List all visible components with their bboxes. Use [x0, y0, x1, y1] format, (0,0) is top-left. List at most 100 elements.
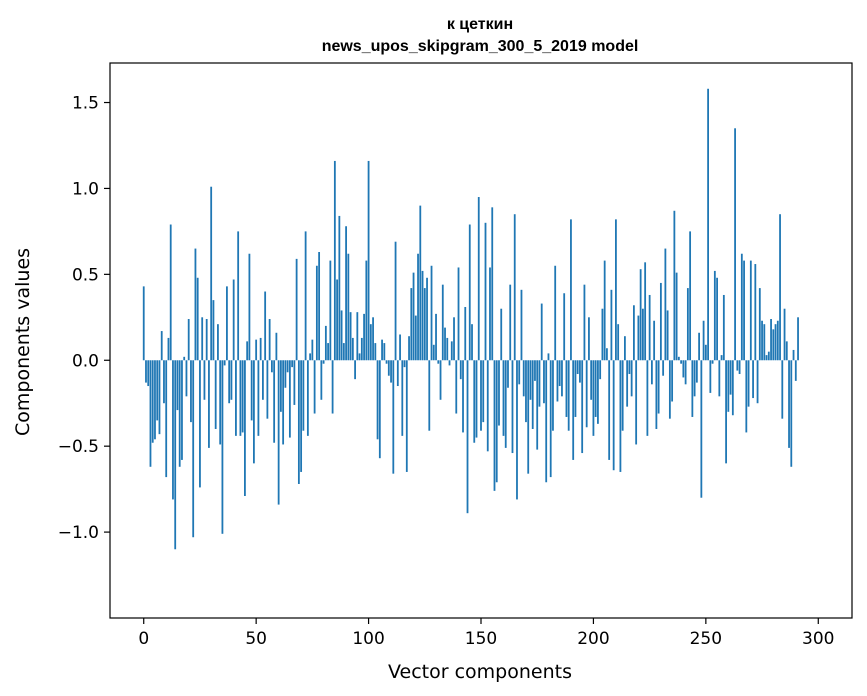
bar: [466, 360, 469, 514]
bar: [185, 360, 188, 397]
bar: [747, 360, 750, 407]
bar: [190, 360, 192, 423]
bar: [507, 360, 509, 388]
bar: [610, 289, 613, 361]
bar: [693, 360, 696, 397]
bar: [527, 360, 530, 474]
bar: [673, 210, 676, 361]
bar: [518, 360, 521, 385]
bar: [270, 360, 273, 373]
bar: [363, 313, 365, 361]
bar: [713, 270, 716, 361]
bar: [282, 360, 285, 445]
bar: [378, 360, 381, 459]
bar: [210, 186, 213, 361]
bar: [246, 341, 249, 361]
bar: [311, 339, 314, 361]
bar: [498, 360, 500, 426]
bar: [624, 336, 626, 361]
bar: [659, 282, 662, 361]
bar: [583, 284, 586, 361]
bar: [172, 360, 174, 500]
bar: [752, 360, 754, 399]
bar: [372, 317, 374, 361]
bar: [401, 360, 404, 436]
bar: [158, 360, 161, 435]
y-tick-label: 0.0: [72, 351, 99, 371]
bar: [428, 360, 431, 431]
bar: [277, 360, 280, 505]
bar: [756, 360, 759, 404]
x-tick-label: 50: [245, 629, 267, 649]
bar: [558, 360, 561, 387]
x-tick-label: 0: [138, 629, 149, 649]
bar: [457, 267, 460, 361]
y-axis-label: Components values: [12, 248, 34, 436]
bar: [417, 253, 419, 361]
x-axis-label: Vector components: [388, 661, 572, 683]
bar: [232, 279, 235, 361]
bar: [399, 334, 401, 361]
bar: [205, 319, 208, 361]
bar: [291, 360, 294, 368]
bar: [504, 360, 507, 448]
bar: [201, 317, 204, 361]
bar: [734, 128, 736, 361]
bar: [729, 360, 732, 395]
bar: [637, 315, 640, 361]
bar: [253, 360, 255, 464]
bar: [327, 343, 329, 361]
bar: [437, 360, 440, 364]
bar: [462, 360, 464, 433]
bar: [297, 360, 300, 484]
bar: [736, 360, 739, 371]
bar: [228, 360, 231, 404]
bar: [241, 360, 244, 433]
bar: [520, 289, 523, 361]
bar: [495, 360, 498, 483]
bar: [718, 360, 721, 397]
bar: [585, 360, 588, 428]
bar: [657, 360, 660, 414]
bar: [453, 317, 455, 361]
bar: [567, 360, 570, 431]
bar: [783, 308, 786, 361]
bar: [322, 360, 325, 364]
bar: [722, 294, 725, 361]
bar: [306, 360, 309, 436]
bar: [720, 355, 723, 361]
bar: [704, 344, 707, 361]
bar: [181, 360, 183, 460]
bar: [581, 360, 584, 454]
bar: [509, 284, 512, 361]
bar: [329, 260, 332, 361]
x-tick-label: 300: [802, 629, 834, 649]
bar: [792, 349, 795, 361]
bar: [192, 360, 195, 538]
bar: [745, 360, 748, 433]
plot-frame: [109, 62, 853, 619]
bar: [390, 360, 392, 383]
bar: [646, 360, 649, 436]
bar: [221, 360, 224, 534]
bar: [394, 241, 397, 361]
bar: [151, 360, 154, 443]
x-tick-label: 150: [465, 629, 497, 649]
bar: [300, 360, 303, 472]
bar: [644, 262, 647, 361]
bar: [738, 360, 741, 375]
y-tick-label: −0.5: [58, 437, 99, 457]
bar: [167, 337, 170, 361]
bar: [790, 360, 793, 467]
bar: [275, 332, 278, 361]
bar: [255, 339, 258, 361]
bar: [662, 360, 665, 376]
bar: [315, 265, 318, 361]
bar: [349, 312, 352, 361]
bar: [156, 360, 159, 421]
bar: [345, 226, 347, 361]
bar: [178, 360, 181, 467]
bar: [556, 360, 559, 402]
bar: [223, 360, 226, 366]
